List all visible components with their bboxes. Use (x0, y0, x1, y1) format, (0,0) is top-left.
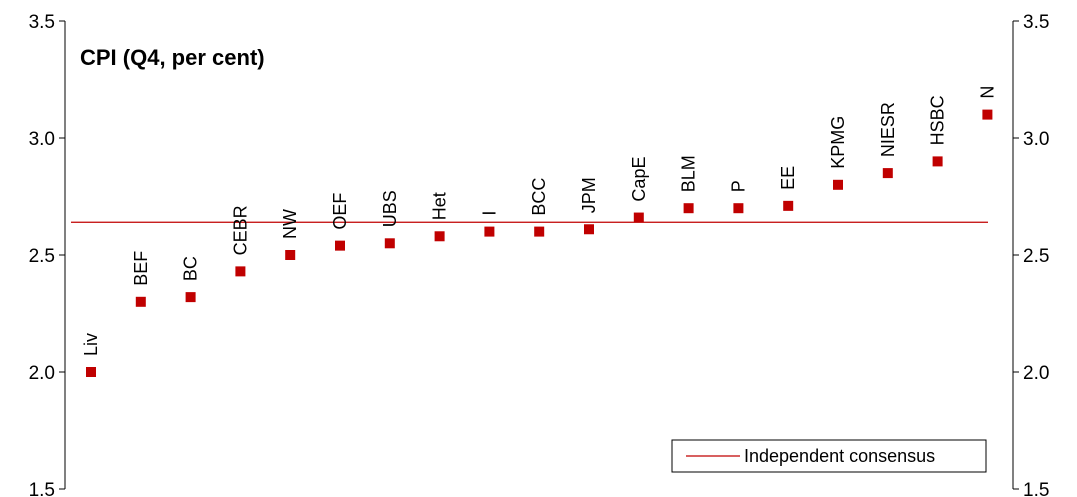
data-point-ee (783, 200, 794, 211)
data-point-het (434, 231, 445, 242)
data-point-bef (135, 296, 146, 307)
data-point-nw (285, 250, 296, 260)
point-label-jpm: JPM (579, 177, 599, 213)
left-tick-label: 3.0 (29, 129, 55, 150)
point-label-cape: CapE (629, 157, 649, 202)
point-label-oef: OEF (330, 193, 350, 230)
point-label-blm: BLM (679, 155, 699, 192)
data-point-p (733, 203, 744, 214)
right-tick-label: 2.0 (1023, 363, 1049, 384)
plot-area (64, 21, 1014, 489)
point-label-cebr: CEBR (230, 205, 250, 255)
axis-ticks: 1.5 1.5 2.0 2.0 2.5 2.5 3.0 3.0 3.5 3.5 (29, 12, 1050, 497)
point-label-bc: BC (181, 256, 201, 281)
right-tick-label: 1.5 (1023, 480, 1049, 497)
point-label-p: P (728, 180, 748, 192)
left-tick-label: 2.5 (29, 246, 55, 267)
data-point-liv (86, 367, 96, 377)
chart-title: CPI (Q4, per cent) (80, 45, 265, 70)
point-label-hsbc: HSBC (928, 95, 948, 145)
point-label-nw: NW (280, 209, 300, 239)
data-points (86, 109, 993, 377)
point-label-niesr: NIESR (878, 102, 898, 157)
point-label-bef: BEF (131, 251, 151, 286)
left-tick-label: 1.5 (29, 480, 55, 497)
legend: Independent consensus (671, 439, 987, 473)
point-label-ee: EE (778, 166, 798, 190)
point-label-kpmg: KPMG (828, 116, 848, 169)
legend-consensus-label: Independent consensus (744, 446, 935, 466)
data-point-blm (683, 203, 694, 214)
left-tick-label: 3.5 (29, 12, 55, 33)
data-point-cape (633, 212, 644, 223)
data-point-cebr (235, 266, 246, 277)
data-point-jpm (584, 224, 594, 235)
point-labels: Liv BEF BC CEBR NW OEF UBS Het I BCC JPM CapE BLM P EE… (81, 86, 997, 356)
point-label-liv: Liv (81, 333, 101, 356)
data-point-oef (335, 240, 345, 251)
point-label-bcc: BCC (529, 178, 549, 216)
left-tick-label: 2.0 (29, 363, 55, 384)
data-point-hsbc (932, 156, 943, 167)
data-point-n (982, 109, 993, 120)
data-point-niesr (882, 168, 893, 179)
data-point-kpmg (833, 179, 843, 190)
point-label-i: I (479, 211, 499, 216)
data-point-bc (185, 292, 196, 303)
right-tick-label: 2.5 (1023, 246, 1049, 267)
point-label-n: N (977, 86, 997, 99)
right-tick-label: 3.5 (1023, 12, 1049, 33)
point-label-ubs: UBS (380, 190, 400, 227)
data-point-i (484, 226, 495, 237)
right-tick-label: 3.0 (1023, 129, 1049, 150)
data-point-bcc (534, 226, 545, 237)
data-point-ubs (384, 238, 395, 249)
point-label-het: Het (430, 192, 450, 220)
